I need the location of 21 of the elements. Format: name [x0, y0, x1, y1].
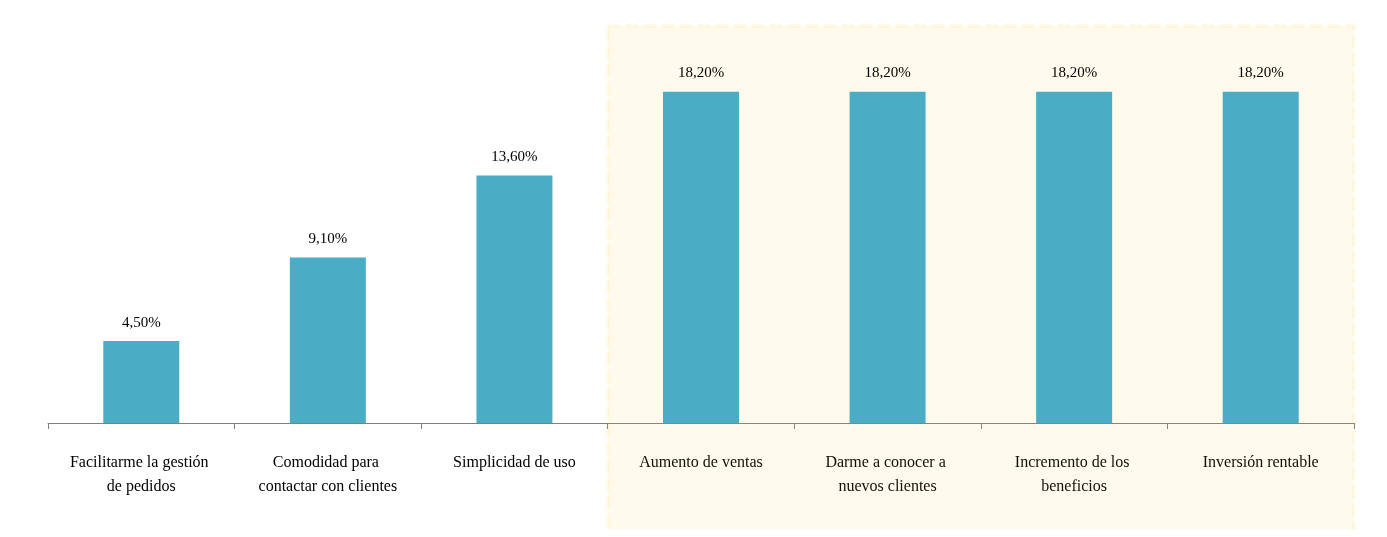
data-label: 18,20% [864, 64, 911, 81]
x-tick-label: Simplicidad de uso [453, 452, 576, 471]
x-tick-label: Facilitarme la gestión de pedidos [69, 452, 213, 495]
x-tick-label: Incremento de los beneficios [1014, 452, 1134, 494]
bar [849, 91, 926, 423]
data-label: 13,60% [491, 147, 538, 164]
x-tick-label: Comodidad para contactar con clientes [258, 452, 398, 494]
data-label: 18,20% [1051, 64, 1098, 81]
bar [1222, 91, 1299, 423]
bar [103, 341, 180, 423]
x-tick-label: Inversión rentable [1202, 452, 1319, 470]
bar [1036, 91, 1113, 423]
x-tick-label: Aumento de ventas [639, 452, 763, 470]
data-label: 4,50% [121, 313, 161, 330]
data-label: 18,20% [677, 64, 725, 81]
bar [476, 175, 553, 423]
data-label: 9,10% [308, 229, 348, 246]
x-tick-label: Darme a conocer a nuevos clientes [825, 452, 950, 494]
bar [289, 257, 366, 423]
data-label: 18,20% [1237, 64, 1284, 81]
bar [663, 91, 739, 423]
